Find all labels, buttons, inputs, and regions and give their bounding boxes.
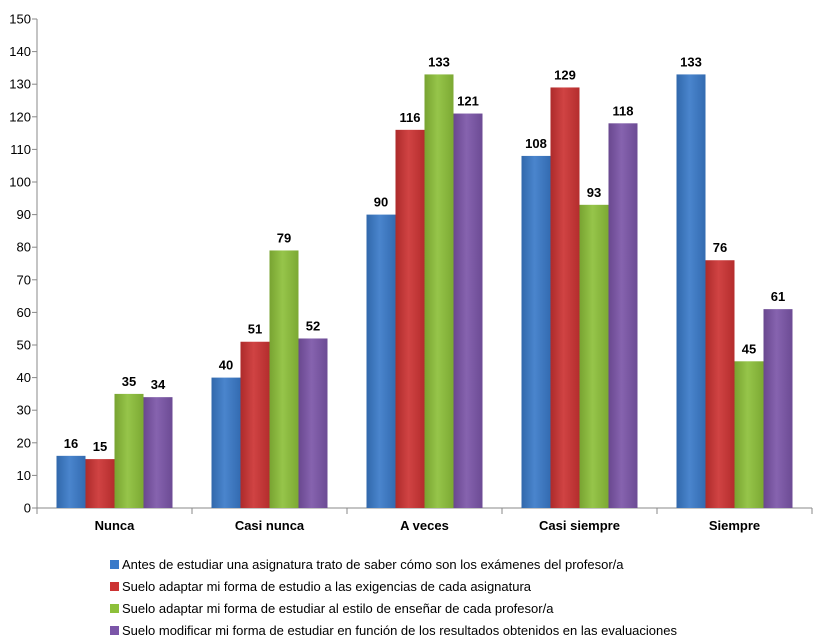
x-category-label: Casi siempre [539,518,620,533]
y-tick-label: 90 [17,207,31,222]
bar [143,397,173,508]
chart-data-labels: 16 15 35 34 40 51 79 52 90 116 133 121 108 129 93 118 13… [64,54,785,454]
data-label: 34 [151,377,166,392]
y-tick-label: 70 [17,272,31,287]
data-label: 118 [613,103,634,118]
bar [676,74,706,509]
legend-label: Suelo adaptar mi forma de estudio a las … [122,578,532,594]
data-label: 35 [122,374,136,389]
y-tick-label: 140 [9,44,31,59]
bar [734,361,764,508]
bar [85,459,115,508]
y-tick-label: 80 [17,240,31,255]
chart-axes: 0 10 20 30 40 50 60 70 80 90 100 110 120 130 140 150 Nun… [9,12,813,533]
data-label: 45 [742,341,756,356]
legend-label: Suelo adaptar mi forma de estudiar al es… [122,600,554,616]
bar [579,204,609,508]
legend-swatch [110,559,119,569]
data-label: 133 [428,54,450,69]
y-tick-label: 0 [24,501,31,516]
data-label: 76 [713,240,727,255]
bar [298,338,328,508]
bar [453,113,483,508]
y-tick-label: 130 [9,77,31,92]
bar [269,250,299,508]
y-tick-label: 150 [9,12,31,27]
data-label: 52 [306,318,320,333]
bar [114,393,144,508]
data-label: 15 [93,439,107,454]
data-label: 93 [587,185,601,200]
chart-bars [56,74,793,509]
legend-item: Suelo modificar mi forma de estudiar en … [110,619,677,641]
bar [550,87,580,509]
bar [705,260,735,508]
data-label: 108 [525,136,547,151]
bar [366,214,396,508]
y-tick-label: 100 [9,175,31,190]
y-tick-label: 50 [17,338,31,353]
legend-item: Suelo adaptar mi forma de estudio a las … [110,575,677,597]
legend-swatch [110,603,119,613]
bar [424,74,454,509]
bar [240,341,270,508]
data-label: 129 [554,67,576,82]
bar [521,155,551,509]
y-tick-label: 30 [17,403,31,418]
legend-label: Antes de estudiar una asignatura trato d… [122,556,624,572]
bar [608,123,638,508]
y-tick-label: 20 [17,435,31,450]
x-category-label: Siempre [709,518,760,533]
x-category-label: A veces [400,518,449,533]
data-label: 40 [219,358,233,373]
bar-chart: 0 10 20 30 40 50 60 70 80 90 100 110 120 130 140 150 Nun… [9,12,813,533]
legend-label: Suelo modificar mi forma de estudiar en … [122,622,677,638]
data-label: 90 [374,195,388,210]
legend-item: Antes de estudiar una asignatura trato d… [110,553,677,575]
legend-swatch [110,581,119,591]
x-category-label: Casi nunca [235,518,305,533]
bar [56,455,86,508]
y-tick-label: 40 [17,370,31,385]
legend-item: Suelo adaptar mi forma de estudiar al es… [110,597,677,619]
bar [395,129,425,508]
data-label: 133 [680,54,702,69]
data-label: 61 [771,289,785,304]
legend-swatch [110,625,119,635]
data-label: 116 [400,110,421,125]
y-tick-label: 120 [9,109,31,124]
data-label: 51 [248,322,262,337]
y-tick-label: 60 [17,305,31,320]
y-tick-label: 110 [10,142,31,157]
y-tick-label: 10 [17,468,31,483]
x-category-label: Nunca [95,518,136,533]
data-label: 121 [457,94,479,109]
chart-legend: Antes de estudiar una asignatura trato d… [110,553,677,641]
bar [763,309,793,508]
data-label: 79 [277,230,291,245]
data-label: 16 [64,436,78,451]
bar [211,377,241,508]
